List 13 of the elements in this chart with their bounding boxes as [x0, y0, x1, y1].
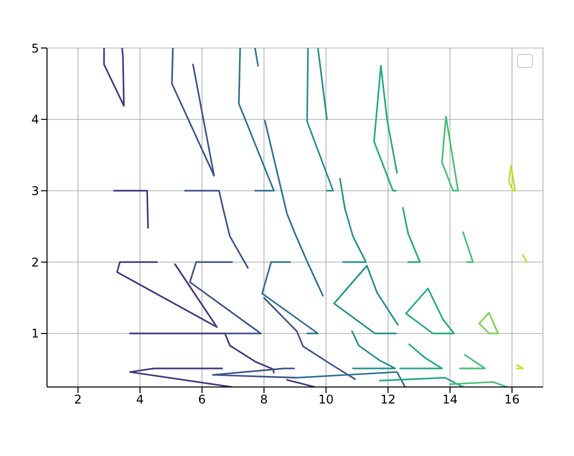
- x-tick-label: 12: [380, 392, 396, 407]
- y-tick-label: 2: [31, 255, 39, 270]
- x-tick-label: 4: [136, 392, 144, 407]
- y-tick-label: 5: [31, 41, 39, 56]
- x-tick-label: 6: [198, 392, 206, 407]
- x-tick-label: 10: [318, 392, 334, 407]
- x-tick-label: 16: [504, 392, 520, 407]
- x-tick-label: 2: [74, 392, 82, 407]
- y-tick-label: 3: [31, 184, 39, 198]
- x-tick-label: 14: [442, 392, 458, 407]
- y-tick-label: 1: [31, 326, 39, 341]
- x-tick-label: 8: [260, 392, 268, 407]
- y-tick-label: 4: [31, 112, 39, 127]
